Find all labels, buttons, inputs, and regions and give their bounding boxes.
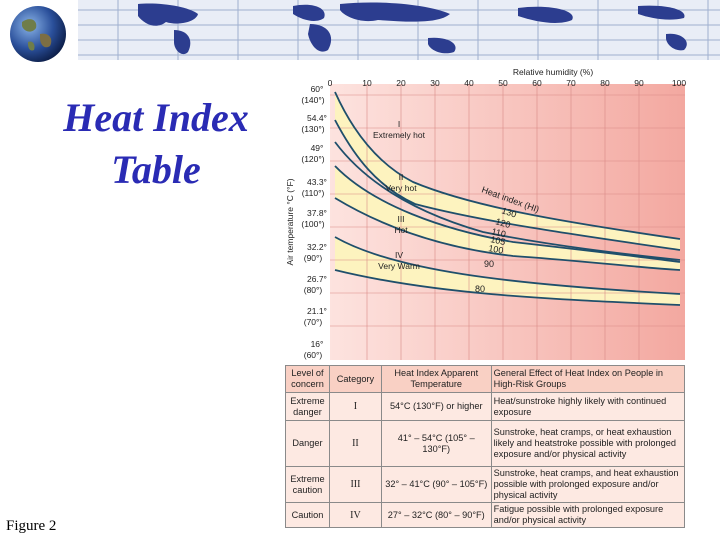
slide-banner — [0, 0, 720, 62]
temp-f-label: (140°) — [301, 95, 324, 105]
header-temperature: Heat Index Apparent Temperature — [380, 365, 492, 393]
humidity-tick: 70 — [566, 78, 576, 88]
cell-level: Extreme danger — [285, 392, 330, 421]
curve-100 — [334, 197, 681, 271]
humidity-tick: 80 — [600, 78, 610, 88]
cell-effect: Fatigue possible with prolonged exposure… — [490, 502, 686, 528]
humidity-tick: 10 — [362, 78, 372, 88]
temp-f-label: (110°) — [302, 188, 325, 198]
humidity-tick: 20 — [396, 78, 406, 88]
curve-label: 120 — [494, 216, 511, 230]
heat-index-curves — [334, 91, 681, 306]
curve-label: 105 — [490, 234, 507, 247]
cell-temperature: 32° – 41°C (90° – 105°F) — [380, 466, 492, 503]
temp-f-label: (60°) — [304, 350, 323, 360]
cell-category: I — [328, 392, 382, 421]
cell-temperature: 27° – 32°C (80° – 90°F) — [380, 502, 492, 528]
curve-130 — [334, 91, 681, 240]
humidity-tick: 0 — [328, 78, 333, 88]
cell-level: Caution — [285, 502, 330, 528]
humidity-tick: 100 — [672, 78, 686, 88]
world-map-strip — [78, 0, 720, 60]
curve-105 — [334, 165, 681, 263]
temp-c-label: 37.8° — [307, 208, 327, 218]
header-category: Category — [328, 365, 382, 393]
humidity-tick: 30 — [430, 78, 440, 88]
globe-icon — [10, 6, 66, 62]
cell-category: IV — [328, 502, 382, 528]
temp-f-label: (100°) — [301, 219, 324, 229]
heat-index-table: Level of concern Category Heat Index App… — [285, 365, 686, 528]
curve-label: 100 — [488, 243, 505, 255]
table-row: Extreme caution III 32° – 41°C (90° – 10… — [285, 466, 686, 503]
zone-name: Very hot — [385, 183, 417, 193]
curve-80 — [334, 269, 681, 306]
cell-level: Extreme caution — [285, 466, 330, 503]
zone-name: Extremely hot — [373, 130, 426, 140]
temp-f-label: (120°) — [301, 154, 324, 164]
cell-category: II — [328, 420, 382, 467]
humidity-tick: 60 — [532, 78, 542, 88]
table-row: Extreme danger I 54°C (130°F) or higher … — [285, 392, 686, 421]
heat-index-chart: Relative humidity (%) 0 10 20 30 40 50 6… — [285, 67, 687, 360]
world-map-graphic — [78, 0, 720, 60]
zone-name: Hot — [394, 225, 408, 235]
curve-110 — [334, 141, 681, 261]
zone-roman: III — [397, 214, 404, 224]
zone-roman: II — [399, 172, 404, 182]
humidity-tick: 50 — [498, 78, 508, 88]
temp-f-label: (90°) — [304, 253, 323, 263]
humidity-axis-label: Relative humidity (%) — [513, 67, 593, 77]
zone-roman: I — [398, 119, 400, 129]
temperature-axis-label: Air temperature °C (°F) — [285, 178, 295, 265]
curve-label: 130 — [500, 205, 517, 219]
title-line-2: Table — [111, 147, 201, 192]
zone-roman: IV — [395, 250, 403, 260]
chart-grid — [330, 84, 685, 360]
cell-effect: Sunstroke, heat cramps, or heat exhausti… — [490, 420, 686, 467]
title-line-1: Heat Index — [63, 95, 249, 140]
temp-c-label: 43.3° — [307, 177, 327, 187]
temp-c-label: 26.7° — [307, 274, 327, 284]
cell-effect: Heat/sunstroke highly likely with contin… — [490, 392, 686, 421]
curve-label: 110 — [491, 226, 507, 239]
humidity-tick: 40 — [464, 78, 474, 88]
band-yellow-2 — [335, 166, 680, 270]
temp-c-label: 16° — [311, 339, 324, 349]
humidity-tick: 90 — [634, 78, 644, 88]
curve-120 — [334, 119, 681, 251]
header-effect: General Effect of Heat Index on People i… — [490, 365, 686, 393]
cell-temperature: 41° – 54°C (105° – 130°F) — [380, 420, 492, 467]
cell-level: Danger — [285, 420, 330, 467]
band-yellow-3 — [335, 237, 680, 305]
slide-title: Heat Index Table — [40, 92, 272, 196]
table-header-row: Level of concern Category Heat Index App… — [285, 365, 686, 393]
figure-caption: Figure 2 — [6, 518, 57, 534]
curve-label: 90 — [484, 259, 494, 269]
temp-c-label: 32.2° — [307, 242, 327, 252]
zone-name: Very Warm — [378, 261, 420, 271]
curve-90 — [334, 236, 681, 295]
humidity-ticks: 0 10 20 30 40 50 60 70 80 90 100 — [328, 78, 687, 88]
temperature-labels: 60° (140°) 54.4° (130°) 49° (120°) 43.3°… — [301, 84, 327, 360]
temp-c-label: 49° — [311, 143, 324, 153]
temp-f-label: (70°) — [304, 317, 323, 327]
cell-temperature: 54°C (130°F) or higher — [380, 392, 492, 421]
temp-f-label: (80°) — [304, 285, 323, 295]
temp-c-label: 54.4° — [307, 113, 327, 123]
table-row: Caution IV 27° – 32°C (80° – 90°F) Fatig… — [285, 502, 686, 528]
cell-category: III — [328, 466, 382, 503]
curve-label: 80 — [475, 284, 485, 294]
header-level: Level of concern — [285, 365, 330, 393]
temp-c-label: 21.1° — [307, 306, 327, 316]
cell-effect: Sunstroke, heat cramps, and heat exhaust… — [490, 466, 686, 503]
zone-labels: I Extremely hot II Very hot III Hot IV V… — [373, 119, 426, 271]
table-row: Danger II 41° – 54°C (105° – 130°F) Suns… — [285, 420, 686, 467]
temp-f-label: (130°) — [301, 124, 324, 134]
temp-c-label: 60° — [311, 84, 324, 94]
